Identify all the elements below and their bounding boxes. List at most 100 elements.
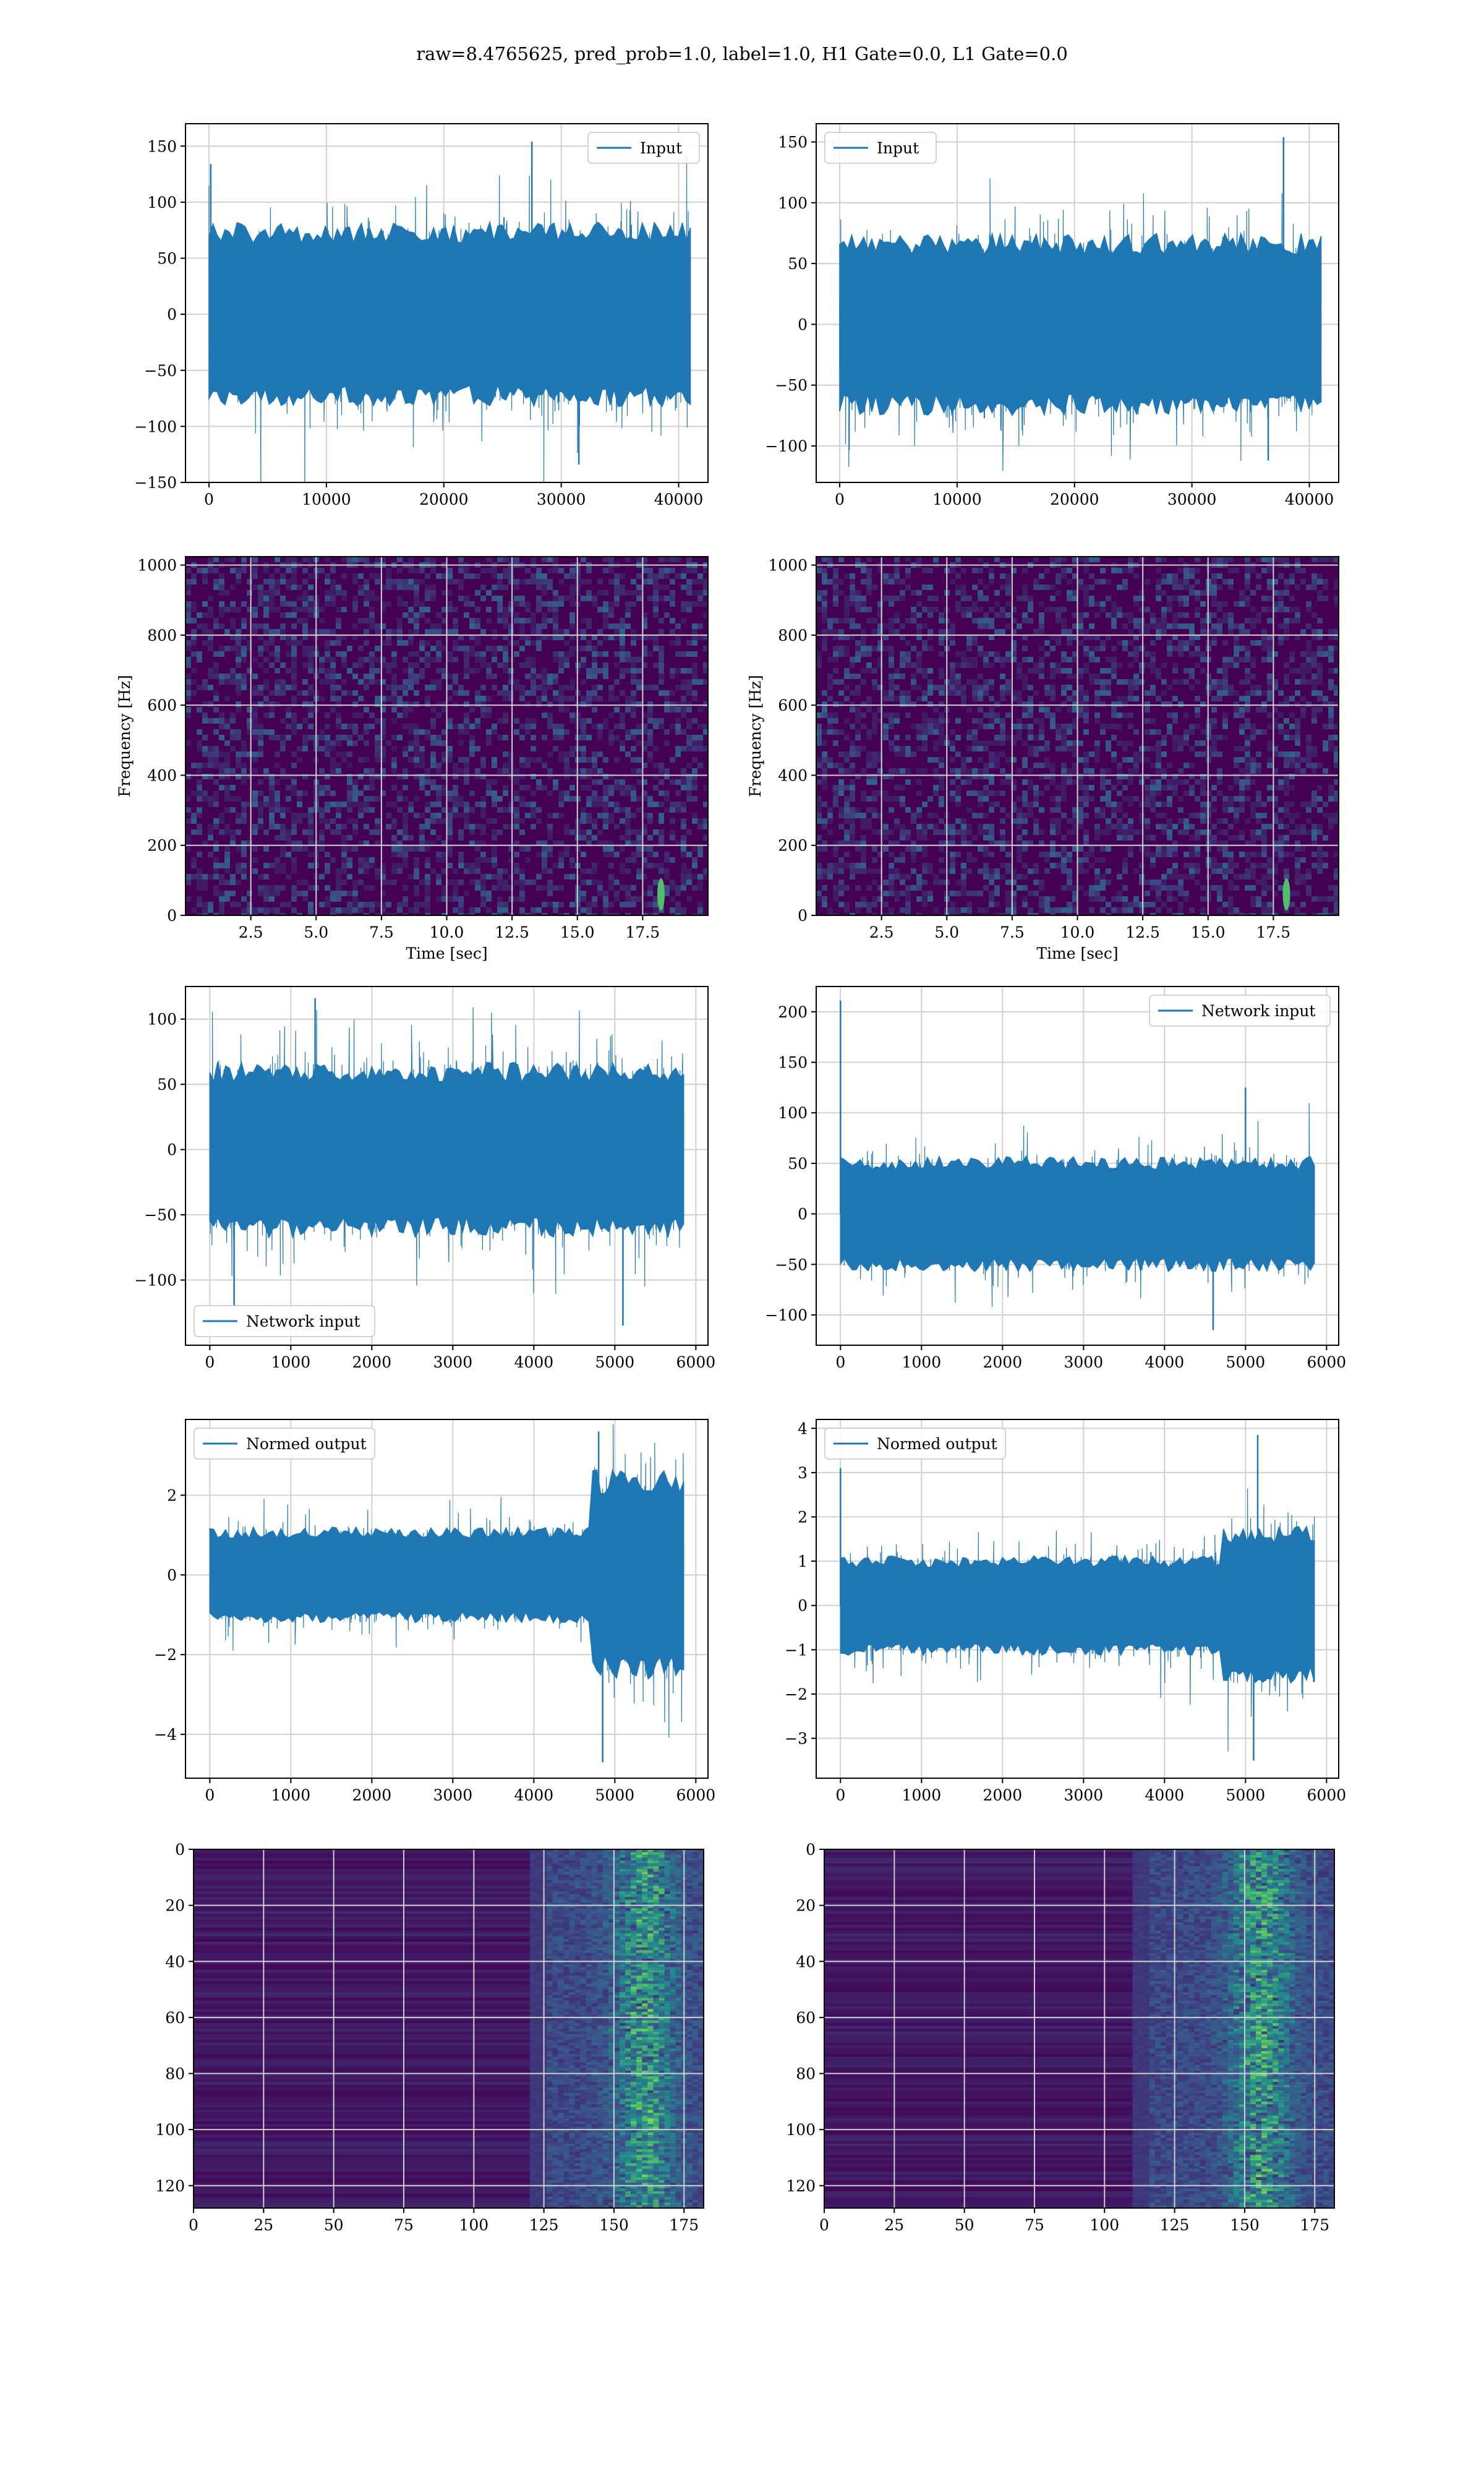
spectrogram-cell	[653, 718, 659, 724]
spectrogram-cell	[1133, 751, 1139, 757]
spectrogram-cell	[430, 868, 436, 874]
spectrogram-cell	[1050, 768, 1055, 774]
spectrogram-cell	[659, 679, 664, 685]
spectrogram-cell	[636, 701, 642, 707]
spectrogram-cell	[213, 674, 219, 679]
spectrogram-cell	[1261, 629, 1267, 635]
spectrogram-cell	[850, 584, 855, 590]
spectrogram-cell	[1311, 657, 1317, 662]
spectrogram-cell	[1011, 818, 1017, 824]
spectrogram-cell	[514, 601, 519, 607]
spectrogram-cell	[241, 868, 247, 874]
spectrogram-cell	[866, 568, 872, 573]
spectrogram-cell	[670, 757, 675, 763]
spectrogram-cell	[816, 651, 822, 657]
spectrogram-cell	[1117, 763, 1122, 768]
spectrogram-cell	[1083, 557, 1089, 562]
spectrogram-cell	[850, 763, 855, 768]
spectrogram-cell	[1150, 651, 1156, 657]
spectrogram-cell	[224, 740, 230, 746]
spectrogram-cell	[1311, 584, 1317, 590]
spectrogram-cell	[391, 657, 397, 662]
spectrogram-cell	[302, 618, 308, 623]
spectrogram-cell	[1000, 674, 1005, 679]
spectrogram-cell	[441, 607, 447, 612]
spectrogram-cell	[978, 813, 983, 818]
spectrogram-cell	[1178, 584, 1183, 590]
spectrogram-cell	[1078, 696, 1083, 701]
spectrogram-cell	[978, 690, 983, 696]
spectrogram-cell	[1334, 818, 1339, 824]
spectrogram-cell	[197, 657, 202, 662]
spectrogram-cell	[703, 584, 708, 590]
spectrogram-cell	[558, 729, 564, 735]
spectrogram-cell	[1250, 735, 1256, 740]
spectrogram-cell	[872, 807, 877, 813]
spectrogram-cell	[933, 785, 939, 790]
spectrogram-cell	[1128, 740, 1133, 746]
spectrogram-cell	[403, 707, 408, 713]
spectrogram-cell	[386, 635, 391, 640]
spectrogram-cell	[670, 674, 675, 679]
spectrogram-cell	[883, 729, 889, 735]
spectrogram-cell	[1317, 557, 1323, 562]
spectrogram-cell	[542, 674, 547, 679]
spectrogram-cell	[347, 557, 352, 562]
spectrogram-cell	[397, 640, 403, 646]
spectrogram-cell	[994, 740, 1000, 746]
spectrogram-cell	[503, 690, 508, 696]
spectrogram-cell	[503, 718, 508, 724]
spectrogram-cell	[866, 668, 872, 674]
spectrogram-cell	[219, 863, 224, 868]
spectrogram-cell	[258, 729, 263, 735]
spectrogram-cell	[1189, 746, 1195, 751]
spectrogram-cell	[197, 902, 202, 907]
spectrogram-cell	[636, 724, 642, 729]
spectrogram-cell	[614, 880, 620, 885]
spectrogram-cell	[258, 646, 263, 651]
spectrogram-cell	[525, 763, 531, 768]
spectrogram-cell	[414, 857, 419, 863]
spectrogram-cell	[955, 584, 961, 590]
spectrogram-cell	[1106, 690, 1111, 696]
spectrogram-cell	[1111, 618, 1117, 623]
spectrogram-cell	[597, 696, 603, 701]
spectrogram-cell	[1284, 629, 1289, 635]
spectrogram-cell	[670, 829, 675, 835]
spectrogram-cell	[861, 607, 866, 612]
spectrogram-cell	[352, 796, 358, 802]
spectrogram-cell	[1317, 763, 1323, 768]
spectrogram-cell	[252, 685, 258, 690]
spectrogram-cell	[1311, 612, 1317, 618]
spectrogram-cell	[1100, 796, 1106, 802]
spectrogram-cell	[1122, 740, 1128, 746]
spectrogram-cell	[1261, 607, 1267, 612]
spectrogram-cell	[922, 729, 927, 735]
spectrogram-cell	[319, 846, 325, 852]
spectrogram-cell	[1267, 696, 1273, 701]
spectrogram-cell	[441, 807, 447, 813]
spectrogram-cell	[1245, 796, 1250, 802]
spectrogram-cell	[419, 835, 425, 841]
spectrogram-cell	[1334, 735, 1339, 740]
spectrogram-cell	[838, 651, 844, 657]
spectrogram-cell	[1161, 607, 1167, 612]
spectrogram-cell	[236, 763, 241, 768]
spectrogram-cell	[197, 880, 202, 885]
spectrogram-cell	[1256, 818, 1261, 824]
spectrogram-cell	[1295, 557, 1300, 562]
spectrogram-cell	[258, 807, 263, 813]
spectrogram-cell	[1267, 607, 1273, 612]
spectrogram-cell	[961, 824, 966, 829]
spectrogram-cell	[252, 796, 258, 802]
legend-label: Input	[640, 139, 682, 157]
spectrogram-cell	[631, 735, 636, 740]
spectrogram-cell	[1094, 679, 1100, 685]
spectrogram-cell	[186, 579, 191, 584]
spectrogram-cell	[972, 729, 978, 735]
spectrogram-cell	[647, 751, 653, 757]
spectrogram-cell	[358, 774, 364, 779]
spectrogram-cell	[236, 735, 241, 740]
spectrogram-cell	[581, 807, 586, 813]
spectrogram-cell	[833, 629, 838, 635]
